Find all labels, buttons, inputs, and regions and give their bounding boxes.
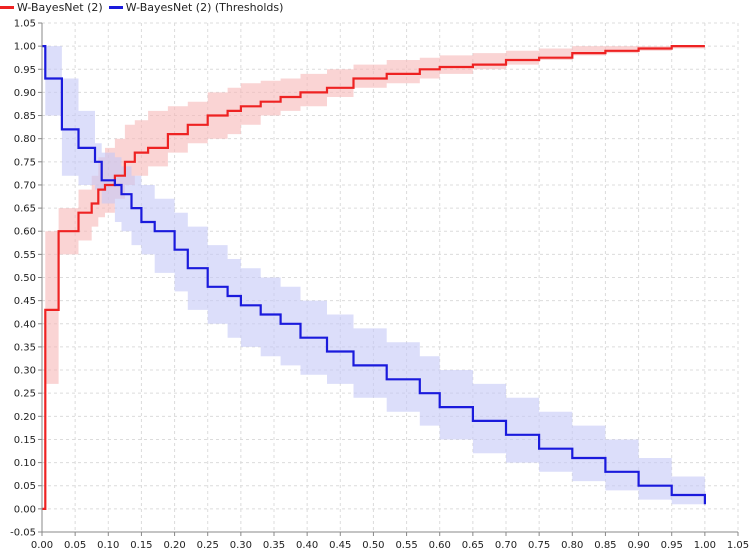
y-tick-label: -0.05 xyxy=(10,528,36,539)
x-tick-label: 0.95 xyxy=(661,540,683,551)
series-line-2 xyxy=(42,44,707,505)
x-tick-label: 0.50 xyxy=(362,540,384,551)
x-tick-label: 0.25 xyxy=(197,540,219,551)
legend: W-BayesNet (2) W-BayesNet (2) (Threshold… xyxy=(0,0,289,14)
x-axis-tick-labels: 0.00 0.05 0.10 0.15 0.20 0.25 0.30 0.35 0.40 0.45… xyxy=(31,540,749,551)
x-tick-label: 0.30 xyxy=(230,540,252,551)
x-tick-label: 0.45 xyxy=(329,540,351,551)
y-tick-label: 0.55 xyxy=(14,250,36,261)
y-tick-label: 0.70 xyxy=(14,180,36,191)
x-tick-label: 1.00 xyxy=(694,540,716,551)
y-tick-label: 0.25 xyxy=(14,389,36,400)
x-tick-label: 0.55 xyxy=(395,540,417,551)
y-tick-label: 0.15 xyxy=(14,435,36,446)
x-tick-label: 0.70 xyxy=(495,540,517,551)
legend-item: W-BayesNet (2) (Thresholds) xyxy=(108,0,284,14)
y-tick-label: 0.35 xyxy=(14,342,36,353)
y-tick-label: 0.60 xyxy=(14,227,36,238)
y-tick-label: 1.00 xyxy=(14,42,36,53)
y-tick-label: 0.85 xyxy=(14,111,36,122)
y-tick-label: 0.95 xyxy=(14,65,36,76)
y-tick-label: 0.20 xyxy=(14,412,36,423)
x-tick-label: 0.40 xyxy=(296,540,318,551)
x-tick-label: 0.85 xyxy=(594,540,616,551)
x-tick-label: 0.90 xyxy=(627,540,649,551)
axes xyxy=(38,22,739,536)
y-tick-label: 1.05 xyxy=(14,19,36,30)
x-tick-label: 0.80 xyxy=(561,540,583,551)
legend-label: W-BayesNet (2) xyxy=(17,0,103,14)
y-tick-label: 0.05 xyxy=(14,481,36,492)
y-tick-label: 0.00 xyxy=(14,504,36,515)
y-tick-label: 0.65 xyxy=(14,204,36,215)
x-tick-label: 0.00 xyxy=(31,540,53,551)
x-tick-label: 0.15 xyxy=(130,540,152,551)
x-tick-label: 0.75 xyxy=(528,540,550,551)
confidence-bands xyxy=(42,46,705,509)
x-tick-label: 0.10 xyxy=(97,540,119,551)
legend-swatch xyxy=(108,5,123,9)
x-tick-label: 0.05 xyxy=(64,540,86,551)
y-tick-label: 0.80 xyxy=(14,134,36,145)
x-tick-label: 0.65 xyxy=(462,540,484,551)
y-axis-tick-labels: -0.05 0.00 0.05 0.10 0.15 0.20 0.25 0.30 0.35 0.4… xyxy=(10,19,36,539)
x-tick-label: 0.60 xyxy=(429,540,451,551)
series-lines xyxy=(42,44,707,510)
y-tick-label: 0.45 xyxy=(14,296,36,307)
legend-item: W-BayesNet (2) xyxy=(0,1,103,14)
y-tick-label: 0.75 xyxy=(14,157,36,168)
series-line-1 xyxy=(42,44,705,510)
y-tick-label: 0.40 xyxy=(14,319,36,330)
legend-swatch xyxy=(0,5,14,9)
legend-label: W-BayesNet (2) (Thresholds) xyxy=(125,0,284,14)
x-tick-label: 0.20 xyxy=(163,540,185,551)
y-tick-label: 0.90 xyxy=(14,88,36,99)
x-tick-label: 1.05 xyxy=(727,540,749,551)
series-band-2 xyxy=(42,46,705,509)
x-tick-label: 0.35 xyxy=(263,540,285,551)
y-tick-label: 0.50 xyxy=(14,273,36,284)
y-tick-label: 0.10 xyxy=(14,458,36,469)
y-tick-label: 0.30 xyxy=(14,366,36,377)
